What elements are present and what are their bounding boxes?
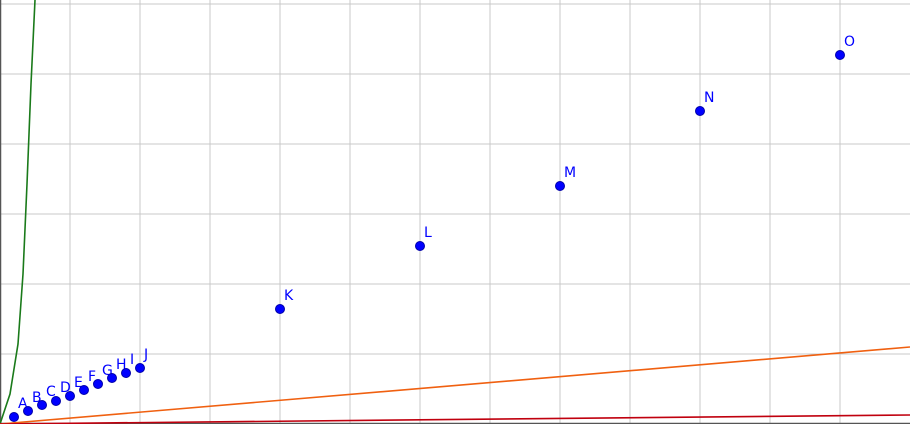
linear-curve <box>0 346 910 424</box>
exponential-curve <box>0 0 36 424</box>
data-point <box>415 241 425 251</box>
point-label: E <box>74 375 83 391</box>
points: A B C D E F G H I J K L M N O <box>9 34 855 422</box>
data-point <box>135 363 145 373</box>
point-label: M <box>564 165 576 181</box>
data-point <box>37 400 47 410</box>
point-label: D <box>60 380 71 396</box>
point-label: G <box>102 363 113 379</box>
point-label: O <box>844 34 855 50</box>
point-label: N <box>704 90 714 106</box>
point-label: A <box>18 396 28 412</box>
linear-curve <box>0 414 910 424</box>
data-point <box>79 385 89 395</box>
data-point <box>51 396 61 406</box>
data-point <box>9 412 19 422</box>
point-label: F <box>88 369 96 385</box>
point-label: K <box>284 288 294 304</box>
data-point <box>121 368 131 378</box>
point-label: B <box>32 390 42 406</box>
data-point <box>835 50 845 60</box>
data-point <box>107 373 117 383</box>
data-point <box>555 181 565 191</box>
data-point <box>275 304 285 314</box>
point-label: C <box>46 384 56 400</box>
data-point <box>23 406 33 416</box>
point-label: L <box>424 225 432 241</box>
data-point <box>695 106 705 116</box>
data-point <box>93 379 103 389</box>
data-point <box>65 391 75 401</box>
point-label: I <box>130 352 134 368</box>
point-label: H <box>116 357 127 373</box>
point-label: J <box>143 347 148 363</box>
